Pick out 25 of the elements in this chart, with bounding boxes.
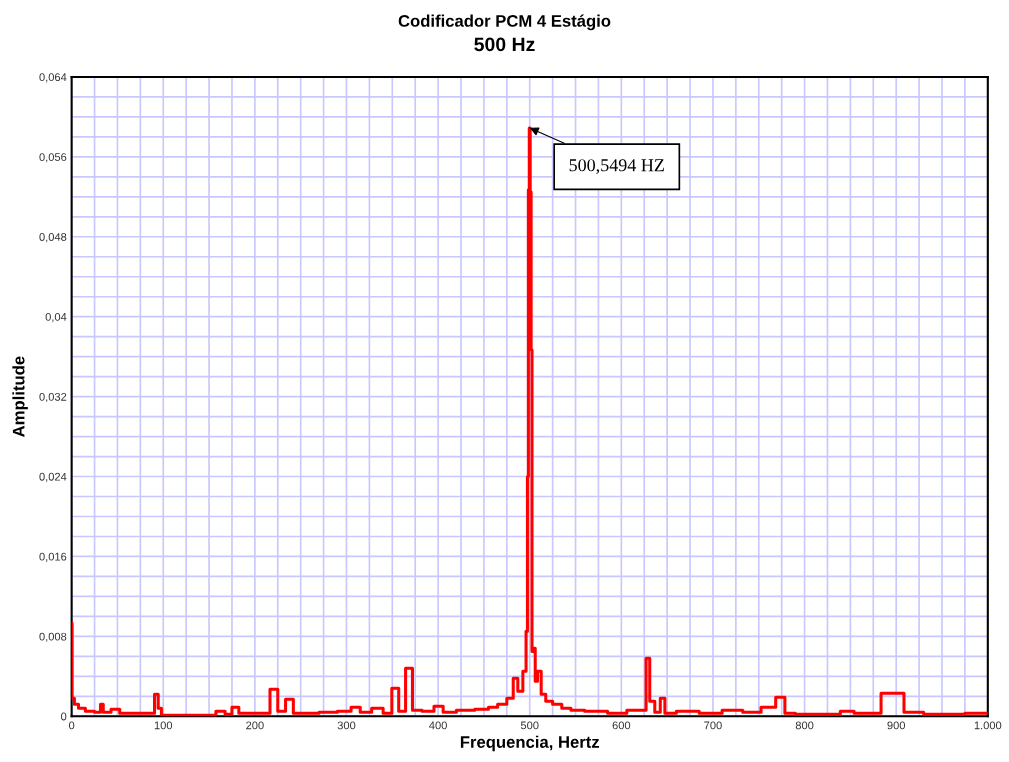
x-tick-label: 300 <box>337 721 356 730</box>
y-tick-label: 0,048 <box>39 233 67 243</box>
y-tick-label: 0,008 <box>39 632 67 642</box>
x-tick-label: 400 <box>429 721 447 730</box>
x-tick-label: 900 <box>887 721 906 730</box>
y-axis-title: Amplitude <box>12 356 28 437</box>
chart-title: Codificador PCM 4 Estágio <box>398 14 611 31</box>
x-tick-label: 0 <box>68 721 75 730</box>
y-tick-label: 0,056 <box>39 153 67 163</box>
y-tick-label: 0,032 <box>39 392 67 403</box>
y-tick-label: 0,064 <box>39 73 67 83</box>
y-tick-label: 0 <box>61 712 67 721</box>
x-tick-label: 500 <box>520 721 539 730</box>
x-tick-label: 800 <box>795 721 814 730</box>
x-tick-label: 600 <box>612 721 631 730</box>
chart-subtitle: 500 Hz <box>474 37 535 52</box>
y-tick-label: 0,04 <box>45 312 67 323</box>
y-tick-label: 0,016 <box>39 552 67 562</box>
x-axis-title: Frequencia, Hertz <box>460 735 600 752</box>
x-tick-label: 200 <box>246 721 264 730</box>
x-tick-label: 100 <box>154 721 173 730</box>
x-tick-label: 1.000 <box>974 721 1002 730</box>
x-tick-label: 700 <box>704 721 722 730</box>
y-tick-label: 0,024 <box>39 472 67 482</box>
annotation: 500,5494 HZ <box>569 159 664 174</box>
